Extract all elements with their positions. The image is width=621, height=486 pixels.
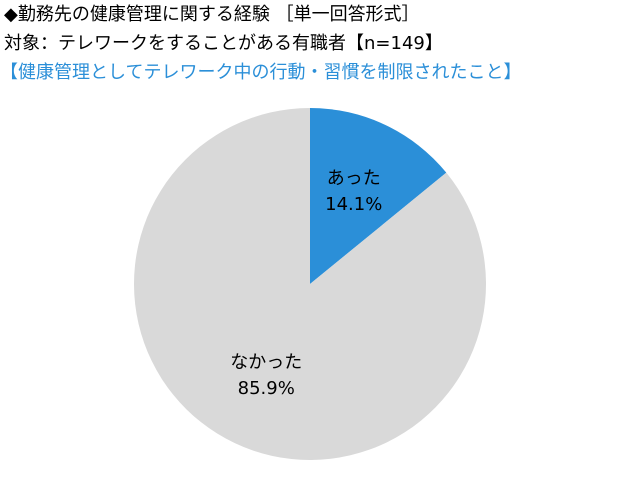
chart-subtitle: 対象：テレワークをすることがある有職者【n=149】: [4, 33, 443, 54]
slice-category: なかった: [230, 352, 302, 373]
slice-value-label: 85.9%: [238, 378, 295, 399]
chart-title: ◆勤務先の健康管理に関する経験 ［単一回答形式］: [4, 4, 420, 25]
pie-slice: [310, 108, 447, 284]
slice-category: あった: [327, 168, 381, 189]
chart-caption: 【健康管理としてテレワーク中の行動・習慣を制限されたこと】: [0, 62, 521, 83]
slice-value-label: 14.1%: [325, 194, 382, 215]
pie-slice: [134, 108, 487, 460]
